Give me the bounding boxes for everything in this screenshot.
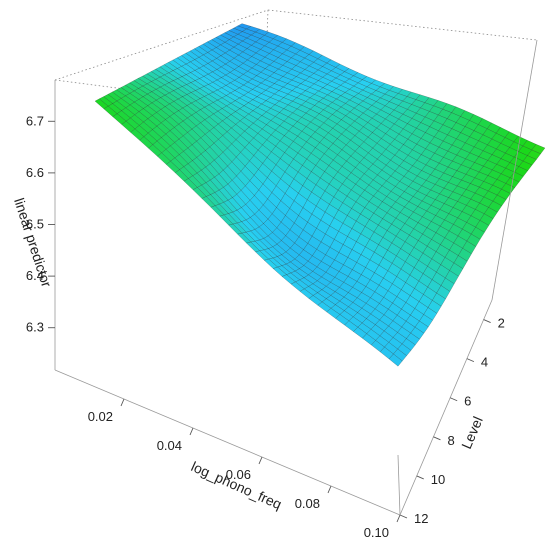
y-tick-label: 6 — [464, 394, 471, 409]
x-tick-mark — [189, 427, 194, 436]
x-tick-label: 0.02 — [88, 409, 113, 424]
y-tick-mark — [466, 358, 475, 363]
y-tick-label: 8 — [447, 433, 454, 448]
z-tick-label: 6.5 — [26, 217, 44, 232]
y-tick-label: 12 — [414, 511, 428, 526]
y-tick-mark — [399, 514, 408, 519]
y-tick-label: 4 — [481, 355, 488, 370]
y-axis-label: Level — [458, 414, 486, 451]
y-tick-mark — [416, 475, 424, 480]
x-tick-label: 0.08 — [295, 496, 320, 511]
box-edge-bottom-right — [399, 299, 493, 516]
y-tick-label: 2 — [498, 316, 505, 331]
box-edge-back-left — [54, 9, 269, 81]
x-tick-mark — [120, 398, 125, 407]
z-tick-label: 6.4 — [26, 268, 44, 283]
surface-mesh — [94, 23, 546, 367]
x-tick-mark — [327, 485, 332, 494]
x-tick-label: 0.06 — [226, 467, 251, 482]
y-tick-mark — [433, 436, 441, 441]
box-edge-front-vertical — [397, 454, 401, 516]
box-edge-right-vertical — [491, 39, 538, 301]
y-tick-mark — [483, 319, 491, 323]
box-edge-back-right — [267, 9, 538, 41]
x-tick-mark — [258, 456, 263, 465]
z-tick-label: 6.6 — [26, 165, 44, 180]
axis-ticks: 6.3 6.4 6.5 6.6 6.7 0.02 0.04 0.06 0.08 0.10 2 4 6 8 1… — [26, 113, 505, 540]
y-tick-label: 10 — [431, 472, 445, 487]
x-tick-mark — [396, 514, 401, 523]
surface-facet — [388, 353, 403, 367]
plot-box-front — [54, 39, 538, 516]
z-tick-label: 6.3 — [26, 320, 44, 335]
x-tick-label: 0.10 — [364, 525, 389, 540]
x-tick-label: 0.04 — [157, 438, 182, 453]
y-tick-mark — [450, 397, 458, 402]
box-edge-bottom-front — [54, 369, 401, 516]
z-tick-label: 6.7 — [26, 113, 44, 128]
